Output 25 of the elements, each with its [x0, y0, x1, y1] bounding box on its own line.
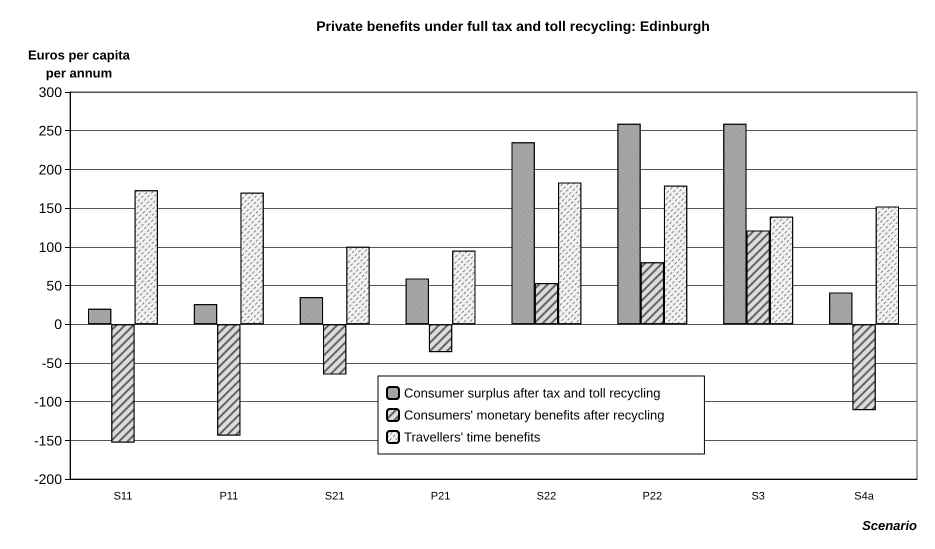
y-tick-label: 100 [38, 238, 62, 255]
y-tick-label: 150 [38, 200, 62, 216]
y-tick-label: -50 [42, 354, 62, 371]
x-tick-label: S3 [751, 490, 765, 502]
legend-label: Travellers' time benefits [404, 430, 541, 444]
y-tick-label: 300 [38, 84, 62, 100]
y-tick-label: -150 [34, 432, 62, 448]
x-tick-label: S4a [854, 490, 875, 502]
y-tick-label: -200 [34, 471, 62, 487]
x-tick-label: S22 [536, 490, 556, 502]
y-tick-label: 200 [38, 161, 62, 178]
x-tick-label: S21 [324, 490, 344, 502]
x-tick-label: P22 [642, 490, 662, 502]
y-tick-label: 0 [54, 316, 62, 332]
x-axis-title: Scenario [862, 518, 918, 533]
legend-label: Consumer surplus after tax and toll recycling [404, 386, 661, 400]
y-tick-label: 50 [46, 278, 62, 294]
y-axis-title: Euros per capita per annum [28, 48, 131, 80]
x-tick-label: P21 [430, 490, 450, 502]
chart-title: Private benefits under full tax and toll recycling: Edinburgh [316, 18, 710, 34]
y-tick-label: 250 [38, 122, 62, 139]
x-tick-label: S11 [114, 490, 132, 502]
legend-label: Consumers' monetary benefits after recycling [404, 408, 664, 422]
x-tick-label: P11 [219, 490, 238, 502]
y-tick-label: -100 [34, 394, 62, 410]
